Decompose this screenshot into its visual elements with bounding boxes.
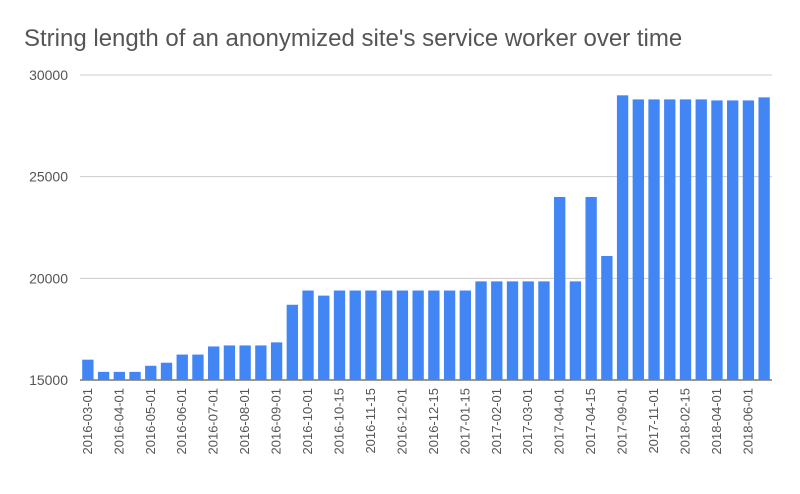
x-tick-label: 2017-11-01	[646, 388, 661, 454]
x-tick-label: 2016-12-15	[426, 388, 441, 455]
x-tick-label: 2016-12-01	[394, 388, 409, 455]
bar	[396, 290, 409, 380]
bar	[758, 97, 770, 380]
y-tick-label: 25000	[29, 169, 68, 185]
bar	[695, 99, 707, 381]
x-tick-label: 2016-09-01	[269, 388, 284, 455]
x-tick-label: 2016-03-01	[80, 388, 95, 455]
x-tick-label: 2016-10-01	[300, 388, 315, 455]
bar	[428, 290, 440, 380]
x-tick-label: 2016-11-15	[363, 388, 378, 454]
x-tick-label: 2017-03-01	[520, 388, 535, 455]
bar	[365, 290, 377, 380]
x-tick-label: 2018-04-01	[709, 388, 724, 455]
bar	[679, 99, 692, 381]
bar	[412, 290, 424, 380]
x-tick-label: 2017-09-01	[615, 388, 630, 455]
bar	[491, 281, 503, 380]
x-tick-label: 2016-06-01	[174, 388, 189, 455]
bar	[381, 290, 393, 380]
bar	[664, 99, 676, 381]
x-tick-label: 2017-01-15	[457, 388, 472, 455]
y-tick-label: 15000	[29, 372, 68, 388]
x-tick-label: 2017-04-15	[583, 388, 598, 455]
bar	[616, 95, 629, 380]
bar	[506, 281, 519, 380]
y-tick-label: 20000	[29, 270, 68, 286]
bar	[129, 371, 141, 380]
bar	[192, 354, 204, 380]
x-tick-label: 2018-02-15	[678, 388, 693, 455]
bar	[270, 342, 283, 380]
bar	[318, 295, 330, 380]
x-tick-label: 2017-04-01	[552, 388, 567, 455]
bar	[286, 304, 298, 380]
bar	[160, 362, 173, 380]
bar	[176, 354, 188, 380]
bar	[208, 346, 220, 380]
chart-title: String length of an anonymized site's se…	[24, 25, 682, 52]
bar	[113, 371, 125, 380]
bar	[585, 197, 597, 380]
bar	[727, 100, 739, 381]
x-tick-label: 2016-07-01	[206, 388, 221, 455]
bar	[538, 281, 550, 380]
bar	[97, 371, 110, 380]
bar	[569, 281, 582, 380]
bar	[349, 290, 361, 380]
bar	[648, 99, 660, 381]
bar	[239, 345, 251, 380]
x-tick-label: 2016-04-01	[111, 388, 126, 455]
bar	[333, 290, 346, 380]
bar	[711, 100, 723, 381]
bar	[475, 281, 487, 380]
bar	[459, 290, 471, 380]
bar	[601, 255, 613, 380]
bar	[145, 365, 157, 380]
x-tick-label: 2018-06-01	[740, 388, 755, 455]
bar	[302, 290, 314, 380]
bar	[742, 100, 755, 381]
bar	[443, 290, 456, 380]
x-tick-label: 2016-05-01	[143, 388, 158, 455]
bar	[554, 197, 566, 380]
bar	[632, 99, 644, 381]
bar	[82, 359, 94, 380]
x-tick-label: 2017-02-01	[489, 388, 504, 455]
x-tick-label: 2016-10-15	[332, 388, 347, 455]
x-tick-label: 2016-08-01	[237, 388, 252, 455]
y-tick-label: 30000	[29, 67, 68, 83]
bar	[223, 345, 236, 380]
bar	[255, 345, 267, 380]
bar	[522, 281, 534, 380]
